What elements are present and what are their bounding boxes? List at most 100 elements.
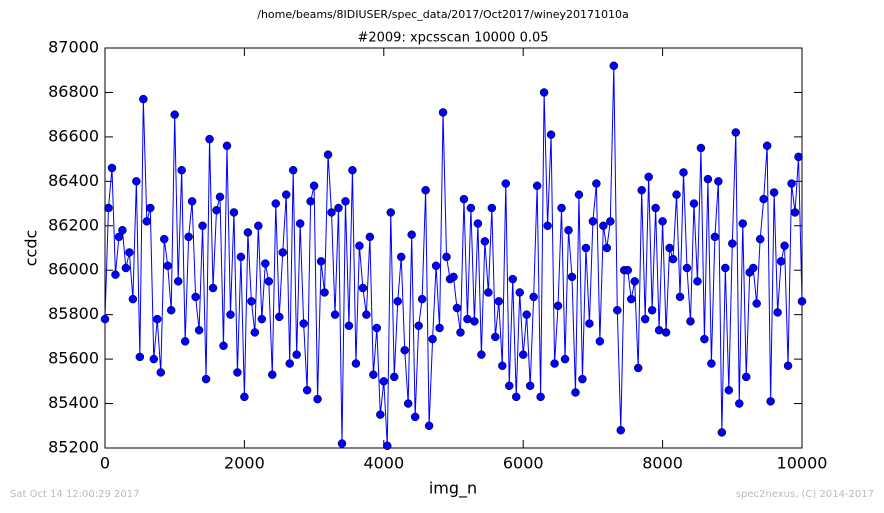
data-point [651, 203, 660, 213]
data-point [459, 194, 469, 204]
data-point [393, 297, 402, 306]
plot-frame [104, 47, 803, 449]
data-point [288, 165, 298, 175]
data-point [159, 234, 169, 244]
data-point [470, 317, 479, 326]
data-point [271, 199, 281, 208]
data-point [665, 243, 674, 253]
data-point [372, 323, 382, 333]
data-point [714, 177, 723, 186]
data-point [173, 277, 183, 286]
data-point [511, 392, 521, 402]
data-point [564, 225, 573, 235]
data-point [191, 292, 200, 302]
data-point [285, 359, 294, 368]
data-point [588, 217, 598, 226]
data-point [177, 165, 186, 175]
data-point [717, 428, 727, 437]
data-point [783, 361, 793, 371]
data-point [721, 263, 730, 273]
data-point [466, 203, 476, 213]
data-point [626, 294, 636, 304]
data-point [449, 272, 458, 282]
data-point [424, 421, 434, 431]
data-point [250, 328, 260, 337]
data-point [675, 292, 685, 302]
data-point [125, 248, 134, 257]
y-tick-label: 86400 [48, 171, 99, 190]
data-point [306, 197, 315, 206]
data-point [710, 232, 720, 242]
data-point [508, 274, 517, 284]
data-point [261, 259, 270, 268]
data-point [529, 292, 538, 302]
data-point [417, 294, 427, 304]
data-point [522, 310, 531, 319]
data-point [428, 334, 437, 344]
y-tick-label: 85200 [48, 438, 99, 457]
data-point [613, 305, 622, 315]
data-point [679, 168, 688, 177]
y-tick-label: 85600 [48, 349, 99, 368]
data-point [396, 252, 406, 262]
data-point [546, 130, 556, 139]
data-point [233, 368, 242, 377]
data-point [560, 354, 570, 364]
data-point [410, 412, 420, 422]
suptitle: /home/beams/8IDIUSER/spec_data/2017/Oct2… [257, 8, 629, 21]
x-tick-label: 8000 [642, 454, 683, 473]
data-point [219, 341, 228, 351]
data-point [501, 179, 511, 188]
data-point [686, 317, 695, 326]
data-point [386, 208, 396, 217]
data-point [672, 190, 681, 199]
data-point [316, 257, 326, 266]
data-point [107, 163, 117, 173]
data-point [222, 141, 232, 151]
footer-right: spec2nexus, (C) 2014-2017 [736, 489, 874, 500]
data-point [473, 219, 483, 228]
data-point [741, 372, 751, 382]
data-point [498, 361, 507, 371]
y-tick-label: 87000 [48, 38, 99, 57]
data-point [132, 177, 141, 186]
data-point [142, 217, 152, 226]
data-point [728, 239, 737, 248]
data-point [752, 299, 761, 308]
data-point [247, 297, 256, 306]
data-point [201, 374, 211, 384]
data-point [205, 134, 214, 144]
data-point [491, 332, 500, 342]
data-point [254, 221, 263, 231]
data-point [153, 314, 162, 324]
footer-left: Sat Oct 14 12:00:29 2017 [10, 489, 140, 500]
data-point [337, 439, 347, 448]
data-point [487, 203, 497, 213]
data-point [759, 194, 768, 204]
data-point [592, 179, 601, 188]
data-point [769, 188, 779, 197]
data-point [281, 190, 291, 199]
y-axis-label: ccdc [22, 230, 41, 267]
data-point [435, 323, 444, 333]
data-point [644, 172, 653, 182]
data-point [748, 263, 758, 273]
data-point [581, 243, 591, 253]
data-point [773, 308, 782, 317]
data-point [111, 270, 120, 279]
data-point [452, 303, 462, 313]
data-point [114, 232, 124, 242]
data-point [212, 205, 221, 215]
y-tick-label: 86000 [48, 260, 99, 279]
data-point [738, 219, 748, 228]
data-point [403, 399, 413, 408]
data-point [184, 232, 193, 242]
data-point [693, 277, 702, 286]
data-point [484, 288, 493, 297]
data-point [187, 197, 197, 206]
data-point [257, 314, 267, 324]
data-point [682, 263, 692, 273]
data-point [735, 399, 744, 408]
data-point [543, 221, 552, 231]
data-point [790, 208, 800, 217]
